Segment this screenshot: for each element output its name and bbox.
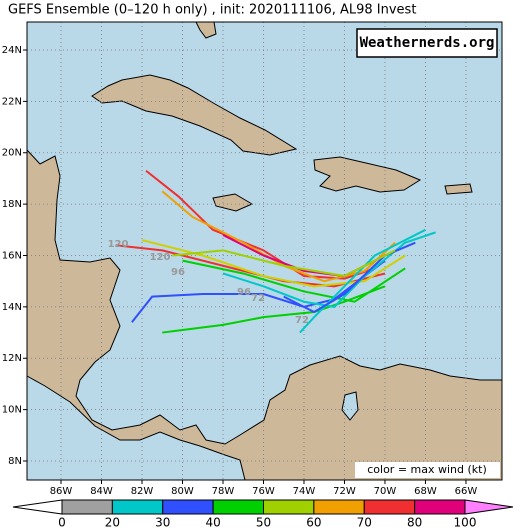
colorbar-arrow <box>464 499 514 515</box>
puerto-rico <box>444 183 473 195</box>
y-tick-label: 22N <box>2 96 22 107</box>
colorbar-segment <box>61 499 113 515</box>
color-note: color = max wind (kt) <box>367 463 487 476</box>
colorbar-tick-label: 40 <box>205 516 220 530</box>
colorbar-tick-label: 100 <box>454 516 477 530</box>
y-tick-label: 12N <box>2 353 22 364</box>
hour-label: 72 <box>251 293 265 304</box>
frame <box>26 21 503 481</box>
note-box <box>355 462 500 478</box>
colorbar-tick-label: 0 <box>58 516 66 530</box>
x-tick-label: 86W <box>50 486 73 497</box>
colorbar: 0 20 30 40 50 60 70 80 100 <box>12 499 514 530</box>
colorbar-arrow <box>12 499 63 515</box>
colorbar-segment <box>162 499 214 515</box>
x-tick-label: 82W <box>131 486 154 497</box>
x-tick-label: 74W <box>293 486 316 497</box>
watermark-box <box>356 28 498 58</box>
y-tick-label: 24N <box>2 45 22 56</box>
track <box>162 285 386 334</box>
y-tick-label: 16N <box>2 250 22 261</box>
colorbar-tick-label: 30 <box>155 516 170 530</box>
title: GEFS Ensemble (0–120 h only) , init: 202… <box>8 3 416 18</box>
hour-label: 72 <box>295 315 309 326</box>
x-tick-label: 76W <box>252 486 275 497</box>
colorbar-tick-label: 50 <box>256 516 271 530</box>
x-tick-label: 70W <box>374 486 397 497</box>
colorbar-tick-label: 70 <box>357 516 372 530</box>
x-tick-label: 78W <box>212 486 235 497</box>
track <box>299 228 426 334</box>
track <box>145 169 376 280</box>
x-tick-label: 80W <box>171 486 194 497</box>
x-tick-label: 84W <box>90 486 113 497</box>
y-tick-label: 18N <box>2 199 22 210</box>
colorbar-segment <box>313 499 365 515</box>
track <box>172 249 396 278</box>
y-tick-label: 10N <box>2 405 22 416</box>
hour-label: 96 <box>237 287 251 298</box>
hour-label: 120 <box>108 239 129 250</box>
x-tick-label: 66W <box>455 486 478 497</box>
colorbar-segment <box>363 499 416 515</box>
y-tick-label: 14N <box>2 302 22 313</box>
colorbar-tick-label: 60 <box>306 516 321 530</box>
colorbar-segment <box>212 499 264 515</box>
x-tick-label: 72W <box>333 486 356 497</box>
cuba <box>91 74 298 156</box>
colorbar-segment <box>263 499 315 515</box>
hour-label: 96 <box>171 267 185 278</box>
track <box>222 231 436 308</box>
colorbar-tick-label: 80 <box>407 516 422 530</box>
colorbar-segment <box>111 499 164 515</box>
y-tick-label: 8N <box>8 456 22 467</box>
hour-label: 120 <box>150 252 171 263</box>
colorbar-segment <box>414 499 466 515</box>
land <box>26 21 503 481</box>
colorbar-tick-label: 20 <box>105 516 120 530</box>
lake-maracaibo <box>341 391 359 421</box>
watermark: Weathernerds.org <box>360 35 495 51</box>
hispaniola <box>313 156 422 193</box>
x-tick-label: 68W <box>414 486 437 497</box>
y-tick-label: 20N <box>2 148 22 159</box>
